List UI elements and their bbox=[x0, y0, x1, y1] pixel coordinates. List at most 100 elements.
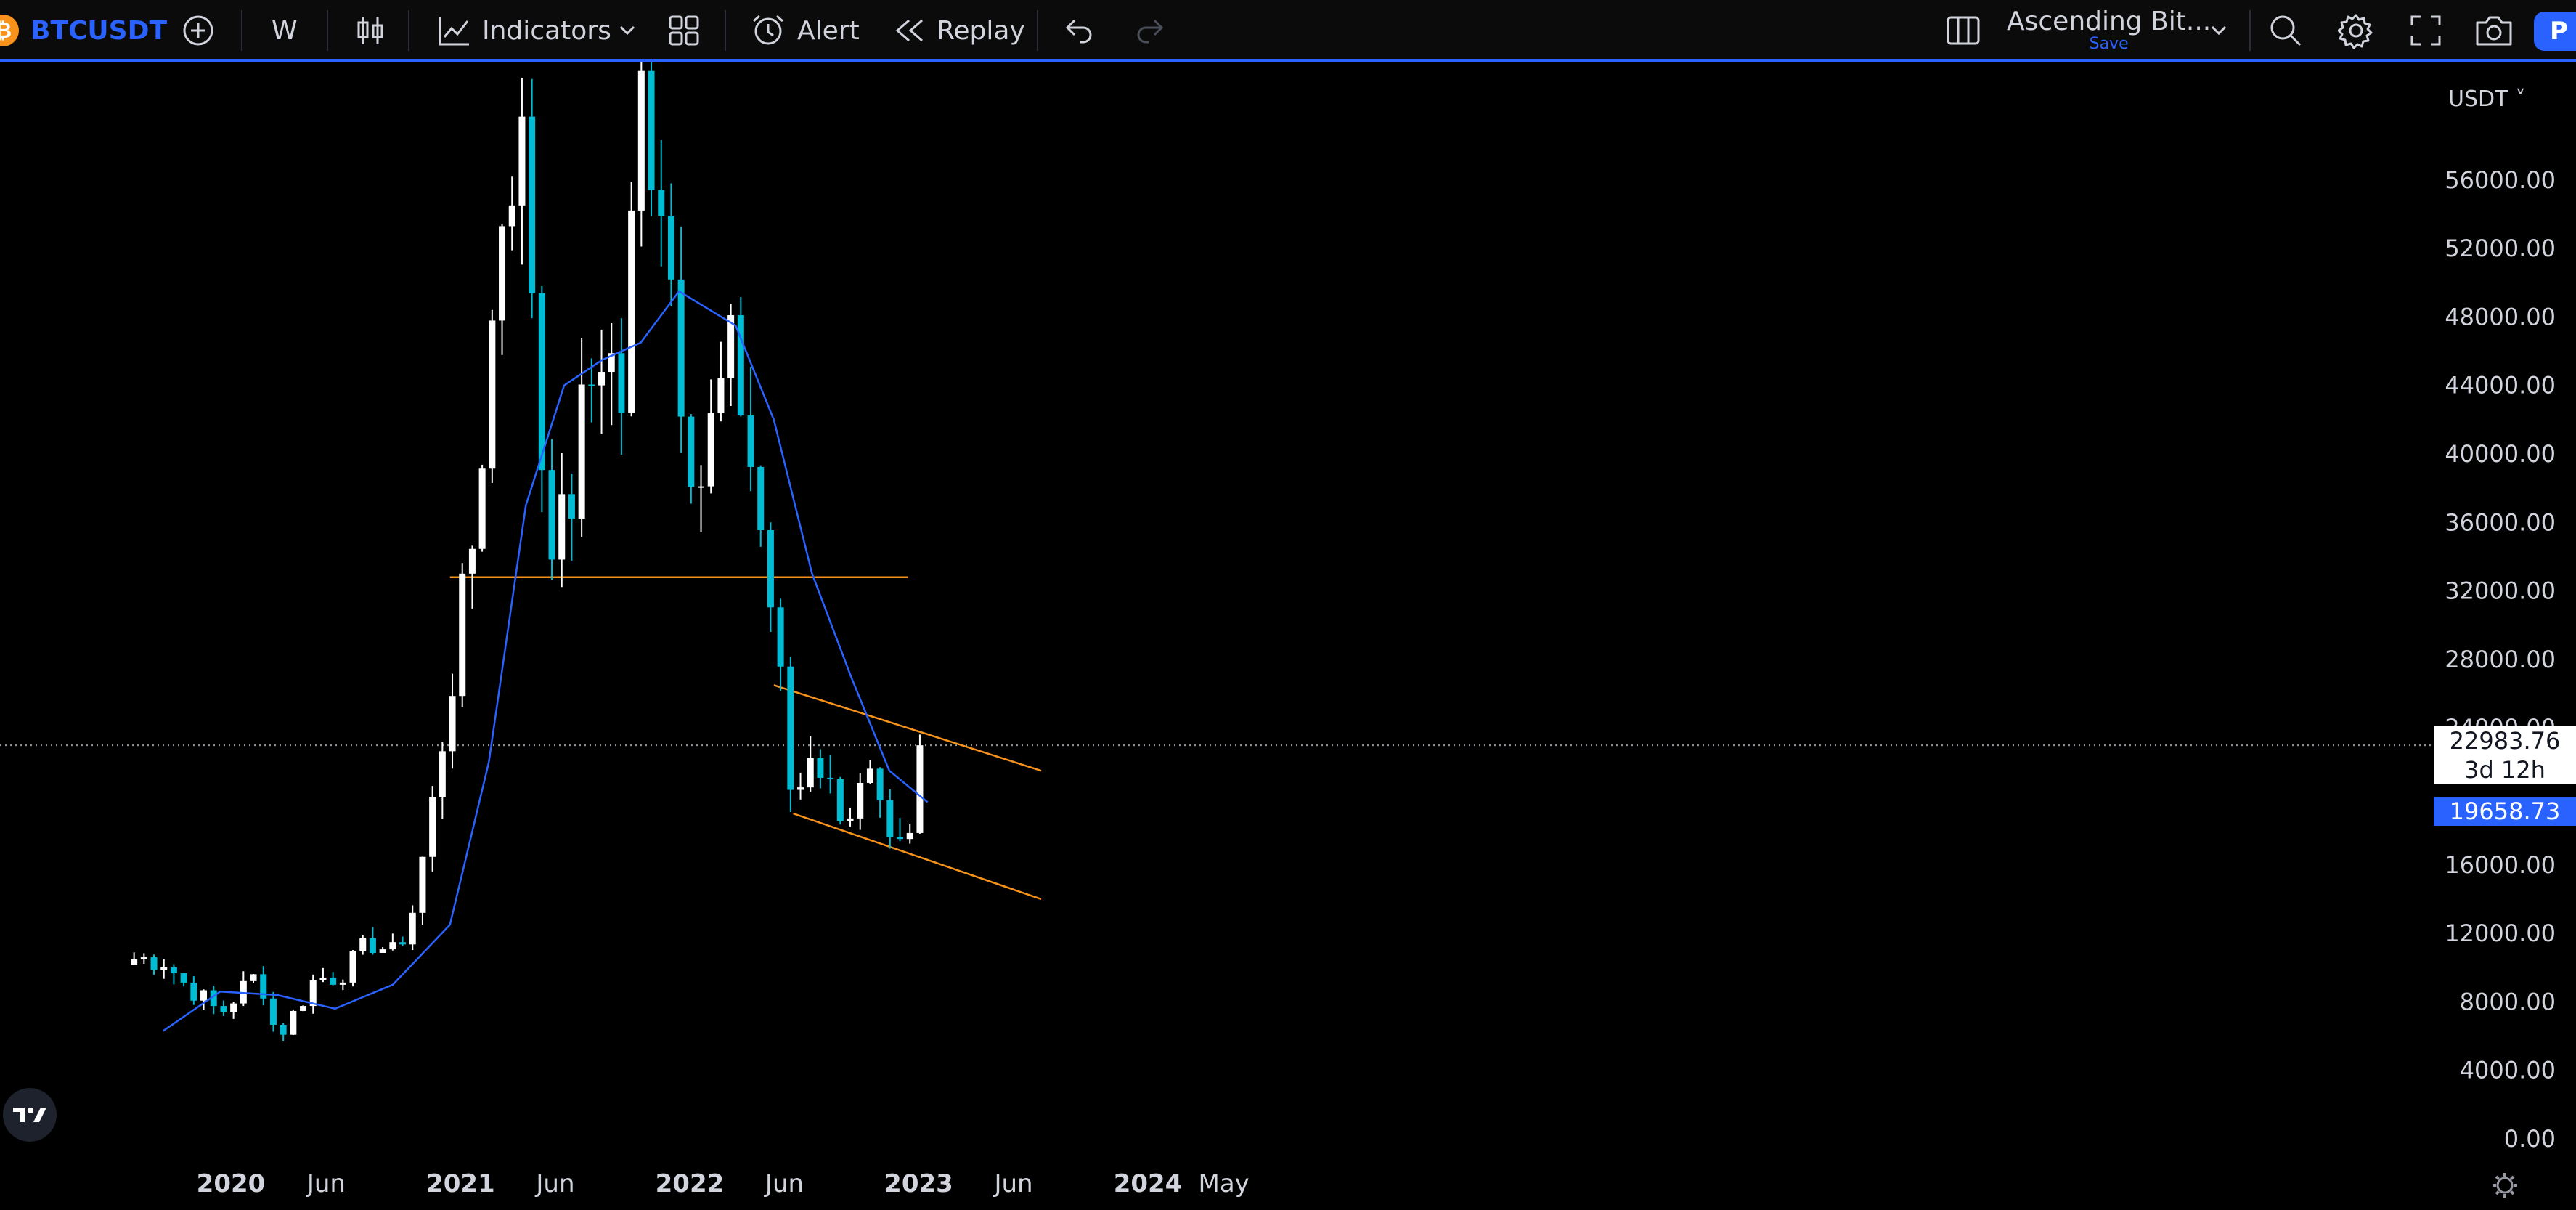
layout-save-label[interactable]: Save bbox=[2089, 35, 2129, 53]
candle-body bbox=[897, 837, 904, 840]
bitcoin-logo-icon: ₿ bbox=[0, 15, 19, 46]
chevron-down-icon bbox=[2211, 25, 2227, 36]
drawings-layer[interactable] bbox=[449, 576, 1042, 901]
alert-button[interactable]: Alert bbox=[751, 0, 860, 61]
candle-body bbox=[409, 912, 416, 945]
axis-settings-icon[interactable] bbox=[2493, 1173, 2517, 1198]
price-tick-label: 28000.00 bbox=[2445, 646, 2556, 673]
search-button[interactable] bbox=[2268, 0, 2303, 61]
price-tick-label: 16000.00 bbox=[2445, 851, 2556, 879]
separator bbox=[408, 10, 409, 51]
axis-settings-icon-tooth bbox=[2495, 1175, 2500, 1180]
candle-body bbox=[230, 1003, 237, 1012]
chart-type-button[interactable] bbox=[356, 0, 385, 61]
candle-body bbox=[637, 70, 645, 211]
moving-average-line bbox=[162, 290, 929, 1032]
time-axis[interactable]: 2020 Jun 2021 Jun 2022 Jun 2023 Jun 2024 May bbox=[197, 1169, 2517, 1198]
publish-button[interactable]: P bbox=[2534, 12, 2576, 51]
price-tick-label: 4000.00 bbox=[2460, 1057, 2556, 1084]
candles-icon bbox=[357, 17, 383, 44]
candle-body bbox=[886, 800, 894, 837]
indicators-button[interactable]: Indicators bbox=[437, 0, 611, 61]
price-tick-label: 40000.00 bbox=[2445, 440, 2556, 468]
candle-body bbox=[369, 938, 376, 953]
camera-icon bbox=[2476, 16, 2512, 46]
settings-button[interactable] bbox=[2338, 0, 2374, 61]
top-toolbar: ₿ BTCUSDT W Indicators Alert Replay Asce… bbox=[0, 0, 2576, 62]
candle-body bbox=[170, 967, 177, 974]
add-symbol-button[interactable] bbox=[182, 0, 215, 61]
symbol-name[interactable]: BTCUSDT bbox=[30, 15, 168, 46]
tradingview-logo-icon bbox=[13, 1108, 46, 1122]
interval-label: W bbox=[272, 15, 298, 46]
candle-body bbox=[787, 666, 794, 790]
candle-body bbox=[866, 768, 873, 783]
candle-body bbox=[598, 372, 606, 386]
layout-icon bbox=[1947, 16, 1980, 45]
separator bbox=[241, 10, 242, 51]
currency-label[interactable]: USDT ˅ bbox=[2448, 86, 2526, 112]
replay-button[interactable]: Replay bbox=[893, 0, 1025, 61]
candle-body bbox=[429, 796, 436, 857]
last-price-tag: 22983.76 bbox=[2434, 726, 2576, 755]
candle-body bbox=[876, 768, 884, 800]
candle-body bbox=[449, 696, 456, 752]
candle-body bbox=[608, 353, 615, 373]
layout-name-button[interactable]: Ascending Bit... Save bbox=[2007, 0, 2211, 61]
candle-body bbox=[688, 416, 695, 487]
candle-body bbox=[648, 70, 655, 190]
candle-body bbox=[588, 384, 595, 386]
axis-settings-icon-tooth bbox=[2510, 1190, 2515, 1195]
price-tick-label: 48000.00 bbox=[2445, 303, 2556, 330]
replay-label: Replay bbox=[937, 15, 1025, 46]
candle-body bbox=[558, 494, 566, 560]
trend-line[interactable] bbox=[773, 684, 1042, 772]
candle-body bbox=[727, 314, 735, 378]
indicators-label: Indicators bbox=[482, 15, 611, 46]
candle-body bbox=[300, 1006, 307, 1011]
candle-body bbox=[797, 787, 804, 790]
candle-body bbox=[379, 949, 386, 953]
trend-line[interactable] bbox=[793, 812, 1042, 901]
indicators-dropdown[interactable] bbox=[619, 0, 636, 61]
candle-body bbox=[200, 990, 208, 1001]
candle-body bbox=[419, 856, 426, 913]
redo-button[interactable] bbox=[1134, 0, 1165, 61]
tradingview-logo[interactable] bbox=[3, 1088, 57, 1142]
price-axis[interactable]: USDT ˅ 56000.00 52000.00 48000.00 44000.00 40… bbox=[2434, 62, 2576, 1207]
layout-select-button[interactable] bbox=[1946, 0, 1981, 61]
candle-body bbox=[439, 751, 446, 797]
undo-button[interactable] bbox=[1064, 0, 1095, 61]
time-tick-label: 2024 bbox=[1114, 1169, 1183, 1198]
candle-body bbox=[180, 973, 187, 983]
templates-button[interactable] bbox=[668, 0, 700, 61]
candle-body bbox=[916, 745, 924, 833]
snapshot-button[interactable] bbox=[2474, 0, 2514, 61]
candle-body bbox=[747, 415, 754, 467]
candle-body bbox=[568, 494, 575, 519]
price-tick-label: 0.00 bbox=[2504, 1125, 2556, 1153]
price-tick-label: 12000.00 bbox=[2445, 919, 2556, 947]
candle-body bbox=[280, 1024, 287, 1035]
time-tick-label: 2021 bbox=[426, 1169, 495, 1198]
price-tick-label: 44000.00 bbox=[2445, 372, 2556, 399]
symbol-search[interactable]: ₿ BTCUSDT bbox=[0, 0, 167, 61]
moving-average-layer bbox=[162, 290, 929, 1032]
fullscreen-icon bbox=[2410, 15, 2441, 46]
search-icon bbox=[2270, 15, 2302, 46]
candle-body bbox=[707, 413, 714, 487]
candle-body bbox=[131, 959, 138, 965]
candle-body bbox=[210, 990, 217, 1007]
layout-dropdown[interactable] bbox=[2210, 0, 2227, 61]
bar-countdown-tag: 3d 12h bbox=[2434, 755, 2576, 784]
fullscreen-button[interactable] bbox=[2409, 0, 2442, 61]
candle-body bbox=[489, 320, 496, 469]
separator bbox=[1037, 10, 1038, 51]
interval-button[interactable]: W bbox=[272, 0, 298, 61]
candle-body bbox=[508, 205, 515, 227]
candle-body bbox=[767, 529, 774, 608]
gear-icon bbox=[2338, 14, 2373, 49]
time-tick-label: May bbox=[1198, 1169, 1249, 1198]
candle-body bbox=[857, 782, 864, 819]
